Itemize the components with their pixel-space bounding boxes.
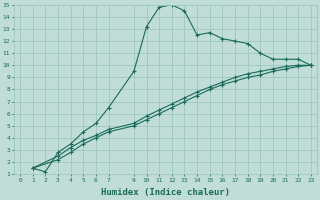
- X-axis label: Humidex (Indice chaleur): Humidex (Indice chaleur): [101, 188, 230, 197]
